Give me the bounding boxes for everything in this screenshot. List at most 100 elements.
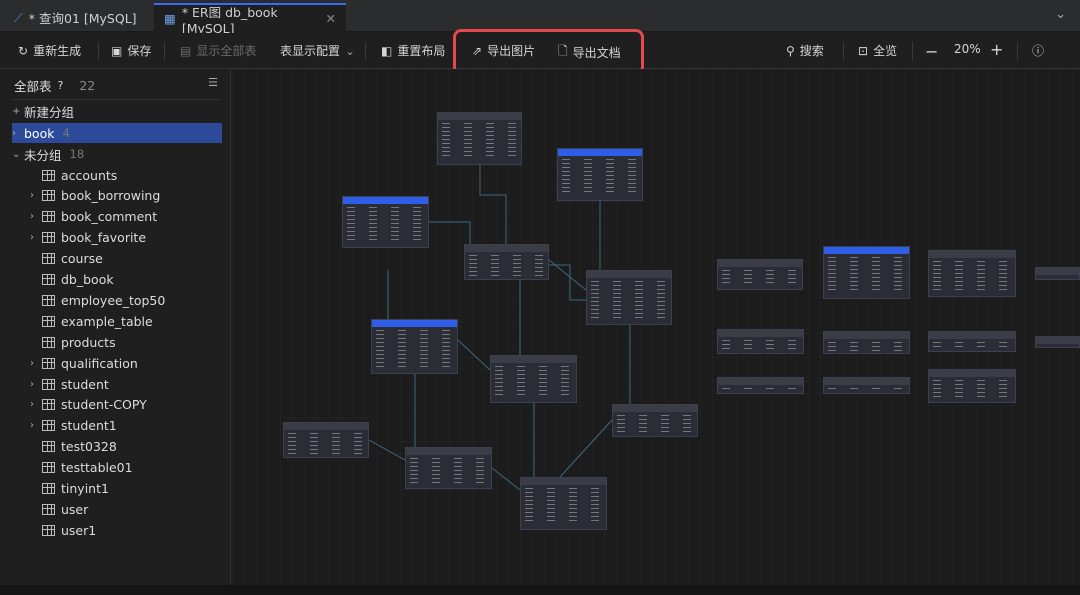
er-table-node[interactable]	[586, 270, 672, 325]
chevron-right-icon: ›	[30, 378, 34, 390]
chevron-down-icon: ⌄	[345, 43, 356, 58]
table-icon	[42, 441, 55, 453]
er-table-node[interactable]	[823, 377, 910, 394]
reset-layout-button[interactable]: ◧ 重置布局	[381, 43, 446, 59]
group-ungrouped[interactable]: ⌄ 未分组 18	[12, 147, 85, 163]
er-diagram-icon: ▦	[164, 11, 176, 26]
table-item[interactable]: tinyint1	[12, 479, 222, 499]
chevron-right-icon: ›	[30, 420, 34, 432]
er-table-node[interactable]	[717, 329, 804, 354]
chevron-right-icon: ›	[30, 357, 34, 369]
table-item[interactable]: test0328	[12, 437, 222, 457]
table-item[interactable]: testtable01	[12, 458, 222, 478]
regenerate-button[interactable]: ↻ 重新生成	[18, 43, 82, 59]
er-table-node[interactable]	[371, 319, 458, 374]
table-icon	[42, 190, 55, 202]
table-icon	[42, 378, 55, 390]
table-item[interactable]: employee_top50	[12, 290, 222, 310]
tab-er-diagram[interactable]: ▦ * ER图 db_book [MySQL] ✕	[154, 3, 346, 36]
table-icon	[42, 462, 55, 474]
er-table-node[interactable]	[823, 331, 910, 354]
table-icon	[42, 232, 55, 244]
er-table-node[interactable]	[520, 477, 607, 530]
overview-button[interactable]: ⊡ 全览	[858, 43, 898, 59]
table-item[interactable]: › book_borrowing	[30, 188, 161, 204]
chevron-down-icon[interactable]: ⌄	[1055, 7, 1066, 22]
er-table-node[interactable]	[717, 259, 803, 290]
table-item[interactable]: course	[12, 249, 222, 269]
search-button[interactable]: ⚲ 搜索	[786, 43, 824, 59]
chevron-right-icon: ›	[30, 190, 34, 202]
er-table-node[interactable]	[928, 331, 1016, 352]
er-canvas[interactable]	[232, 69, 1080, 585]
help-button[interactable]: ⓘ	[1032, 42, 1044, 59]
relation-line	[429, 221, 471, 244]
table-item[interactable]: accounts	[12, 165, 222, 185]
new-group-button[interactable]: + 新建分组	[12, 104, 75, 120]
er-table-node[interactable]	[928, 250, 1016, 297]
er-table-node[interactable]	[405, 447, 492, 489]
table-view-icon: ▤	[180, 43, 192, 58]
tab-bar: ⟋ * 查询01 [MySQL] ▦ * ER图 db_book [MySQL] ✕ …	[0, 0, 1080, 36]
table-item[interactable]: › student1	[30, 418, 117, 434]
table-item[interactable]: example_table	[12, 311, 222, 331]
export-document-button[interactable]: 🗋 导出文档	[558, 42, 621, 63]
er-table-node[interactable]	[717, 377, 804, 394]
table-item[interactable]: user	[12, 499, 222, 519]
er-table-node[interactable]	[1035, 336, 1080, 348]
group-book[interactable]: › book 4	[12, 123, 222, 143]
show-all-tables-button[interactable]: ▤ 显示全部表	[180, 43, 257, 59]
table-count: 22	[79, 78, 96, 93]
save-button[interactable]: ▣ 保存	[111, 43, 152, 59]
er-table-node[interactable]	[928, 369, 1016, 403]
er-table-node[interactable]	[823, 246, 910, 299]
table-icon	[42, 274, 55, 285]
table-item[interactable]: › book_comment	[30, 209, 158, 225]
divider	[12, 99, 220, 100]
export-icon: ⇗	[472, 43, 483, 58]
er-table-node[interactable]	[612, 404, 698, 437]
table-item[interactable]: › student-COPY	[30, 397, 147, 413]
er-table-node[interactable]	[557, 148, 643, 201]
close-tab-icon[interactable]: ✕	[325, 11, 336, 26]
table-item[interactable]: › book_favorite	[30, 230, 147, 246]
help-icon[interactable]: ?	[57, 79, 64, 92]
chevron-right-icon: ›	[30, 399, 34, 411]
document-icon: 🗋	[558, 44, 568, 58]
er-table-node[interactable]	[342, 196, 429, 248]
table-item[interactable]: db_book	[12, 270, 222, 290]
er-table-node[interactable]	[1035, 267, 1080, 280]
relation-line	[457, 339, 491, 371]
table-item[interactable]: › qualification	[30, 355, 138, 371]
table-icon	[42, 399, 55, 411]
layout-icon: ◧	[381, 43, 393, 58]
zoom-in-button[interactable]: +	[990, 40, 1003, 59]
search-icon: ⚲	[786, 43, 795, 58]
er-table-node[interactable]	[283, 422, 369, 458]
relation-line	[479, 165, 507, 244]
divider	[1017, 42, 1018, 60]
sort-icon[interactable]: ☰	[208, 76, 218, 89]
table-item[interactable]: user1	[12, 520, 222, 540]
table-icon	[42, 211, 55, 223]
table-item[interactable]: › student	[30, 376, 109, 392]
er-table-node[interactable]	[437, 112, 522, 165]
table-icon	[42, 294, 55, 306]
chevron-down-icon: ⌄	[12, 148, 21, 160]
divider	[365, 42, 366, 60]
save-icon: ▣	[111, 43, 123, 58]
zoom-level: 20%	[954, 42, 981, 56]
zoom-out-button[interactable]: −	[925, 42, 938, 61]
relation-line	[559, 419, 613, 478]
er-table-node[interactable]	[464, 244, 549, 280]
tab-query01[interactable]: ⟋ * 查询01 [MySQL]	[14, 9, 137, 27]
table-icon	[42, 357, 55, 369]
export-image-button[interactable]: ⇗ 导出图片	[472, 43, 536, 59]
table-icon	[42, 253, 55, 265]
display-config-dropdown[interactable]: 表显示配置 ⌄	[280, 43, 356, 59]
er-table-node[interactable]	[490, 355, 577, 403]
toolbar: ↻ 重新生成 ▣ 保存 ▤ 显示全部表 表显示配置 ⌄ ◧ 重置布局 ⇗ 导出图片 🗋 导出文…	[0, 33, 1080, 69]
table-item[interactable]: products	[12, 332, 222, 352]
fit-view-icon: ⊡	[858, 43, 869, 58]
plus-icon: +	[990, 40, 1004, 59]
